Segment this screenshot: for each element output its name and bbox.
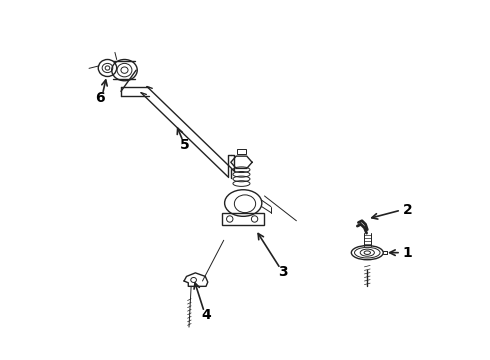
Text: 1: 1 — [402, 246, 412, 260]
Bar — [237, 149, 245, 154]
Text: 4: 4 — [202, 309, 212, 323]
Text: 3: 3 — [278, 265, 288, 279]
Bar — [222, 213, 265, 225]
Text: 6: 6 — [96, 91, 105, 105]
Text: 2: 2 — [402, 203, 412, 217]
Text: 5: 5 — [180, 138, 190, 152]
